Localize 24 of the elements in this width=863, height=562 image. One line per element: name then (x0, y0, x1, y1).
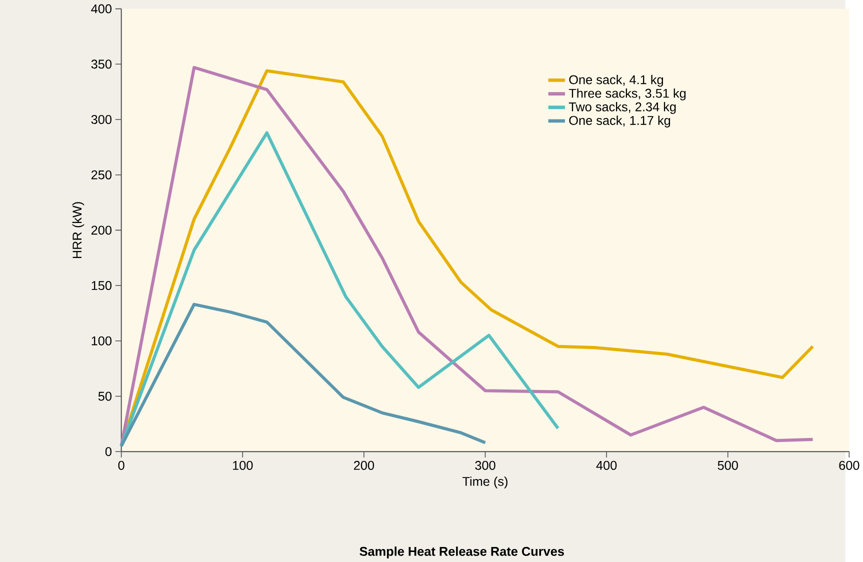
text: Sample Heat Release Rate Curves (360, 546, 564, 558)
legend-label: Two sacks, 2.34 kg (568, 102, 676, 114)
y-tick-label: 400 (91, 4, 112, 14)
y-tick-label: 350 (91, 60, 112, 68)
x-axis-title: Time (s) (462, 476, 508, 488)
x-tick-label: 500 (718, 460, 738, 470)
x-tick-label: 200 (354, 460, 374, 470)
x-tick-label: 300 (475, 460, 496, 470)
x-tick-label: 600 (839, 460, 860, 470)
y-tick-label: 150 (92, 280, 112, 290)
y-tick-label: 50 (98, 392, 112, 401)
y-tick-label: 100 (92, 336, 112, 346)
x-tick-label: 0 (118, 460, 124, 470)
y-tick-label: 200 (91, 226, 112, 235)
legend-label: Three sacks, 3.51 kg (568, 88, 686, 100)
y-tick-label: 250 (91, 170, 112, 180)
x-tick-label: 400 (596, 460, 617, 470)
y-tick-label: 0 (105, 446, 112, 456)
line-series (120, 302, 487, 448)
legend-label: One sack, 4.1 kg (569, 74, 664, 87)
y-axis-title: HRR (kW) (72, 202, 84, 258)
legend-label: One sack, 1.17 kg (569, 115, 670, 128)
y-tick-label: 300 (91, 114, 112, 124)
x-tick-label: 100 (233, 460, 253, 470)
